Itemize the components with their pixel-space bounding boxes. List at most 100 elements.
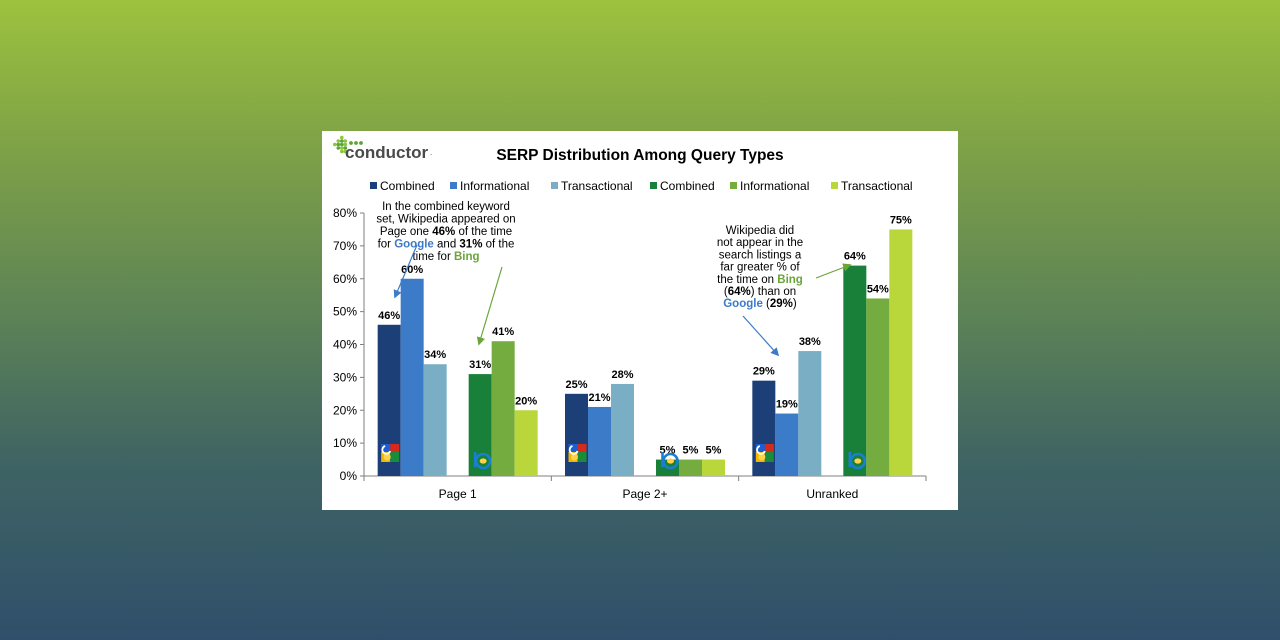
annotation-text: the time on [717,274,777,286]
annotation-text: Bing [777,274,803,286]
annotation-line: (64%) than on [724,286,796,298]
bar [679,459,702,476]
annotation-line: Page one 46% of the time [380,226,512,238]
bar-value-label: 75% [890,214,912,226]
bar-value-label: 20% [515,395,537,407]
bar-value-label: 5% [706,445,722,457]
bar [775,413,799,476]
annotation-text: In the combined keyword [382,201,510,213]
logo-dot [340,149,344,154]
google-icon-part [568,444,578,452]
y-tick-label: 80% [333,206,357,220]
annotation-text: time for [412,251,454,263]
logo-dot [359,141,363,145]
logo-dot [336,139,341,143]
bing-icon [661,452,679,470]
y-tick-label: 50% [333,305,357,319]
annotation-line: time for Bing [412,251,479,263]
bar-value-label: 25% [565,379,587,391]
logo-dot [343,142,348,147]
annotation-text: ) than on [751,286,796,298]
logo-dot [349,141,353,145]
annotation-line: Google (29%) [723,298,797,310]
bing-icon [473,452,492,470]
bar [611,383,634,476]
google-icon-part [758,453,766,461]
bing-icon-part [479,458,487,464]
bing-icon-part [667,458,674,464]
google-icon-part [755,444,765,452]
annotation-arrow [742,315,780,357]
chart-title: SERP Distribution Among Query Types [496,147,783,164]
annotation-arrow [476,266,503,346]
y-tick-label: 40% [333,338,357,352]
logo-dot [336,142,341,147]
google-icon-part [568,445,579,455]
logo-dot [343,146,348,150]
x-tick-label: Unranked [806,487,858,501]
annotation-text: Bing [454,251,480,263]
annotation-text: Wikipedia did [726,225,794,237]
chart-panel: conductor. SERP Distribution Among Query … [322,131,958,510]
bar [866,298,890,476]
legend-swatch [730,182,737,189]
bar [491,341,515,476]
legend-swatch [650,182,657,189]
legend-label: Transactional [561,179,633,193]
google-icon-part [381,445,392,455]
legend-swatch [370,182,377,189]
bar-value-label: 5% [683,445,699,457]
annotation-text: 46% [432,226,455,238]
annotation-line: the time on Bing [717,274,803,286]
bar-value-label: 38% [799,336,821,348]
bar [468,374,492,476]
annotation-arrow [815,263,852,279]
bar [400,278,424,476]
logo-dot [340,146,344,150]
annotation-text: of the [482,239,514,251]
annotation-text: of the time [455,226,512,238]
annotation-line: for Google and 31% of the [378,239,515,251]
annotation-arrow [393,244,418,299]
bar-value-label: 41% [492,326,514,338]
annotation-text: ( [763,298,770,310]
annotation-line: set, Wikipedia appeared on [376,214,515,226]
bar [889,229,913,476]
legend-label: Informational [740,179,809,193]
bar-value-label: 60% [401,264,423,276]
bar-value-label: 64% [844,251,866,263]
annotation-text: Google [723,298,763,310]
logo-dot [336,146,341,150]
annotation-text: 29% [770,298,793,310]
bar-value-label: 19% [776,399,798,411]
annotation-text: far greater % of [720,262,800,274]
annotation-text: Google [394,239,434,251]
annotation-line: In the combined keyword [382,201,510,213]
bar-value-label: 31% [469,359,491,371]
logo-dot [333,142,337,147]
bar [588,406,611,476]
x-tick-label: Page 2+ [622,487,667,501]
google-icon-part [390,452,400,462]
bar [843,265,867,476]
bar-value-label: 34% [424,349,446,361]
bing-icon-part [854,458,862,464]
y-tick-label: 60% [333,272,357,286]
annotation-text: for [378,239,395,251]
logo-dot [354,141,358,145]
chart: conductor. SERP Distribution Among Query … [333,135,927,501]
logo-dot [343,149,348,154]
x-tick-label: Page 1 [439,487,477,501]
bing-icon [848,452,867,470]
google-icon-part [577,452,587,462]
bar [702,459,725,476]
y-tick-label: 0% [340,469,358,483]
google-icon-part [381,444,391,452]
bar [377,324,401,476]
bar-value-label: 28% [611,369,633,381]
annotation-line: search listings a [719,249,802,261]
annotation-text: ( [724,286,728,298]
legend-label: Combined [660,179,715,193]
logo-dot [340,135,344,140]
